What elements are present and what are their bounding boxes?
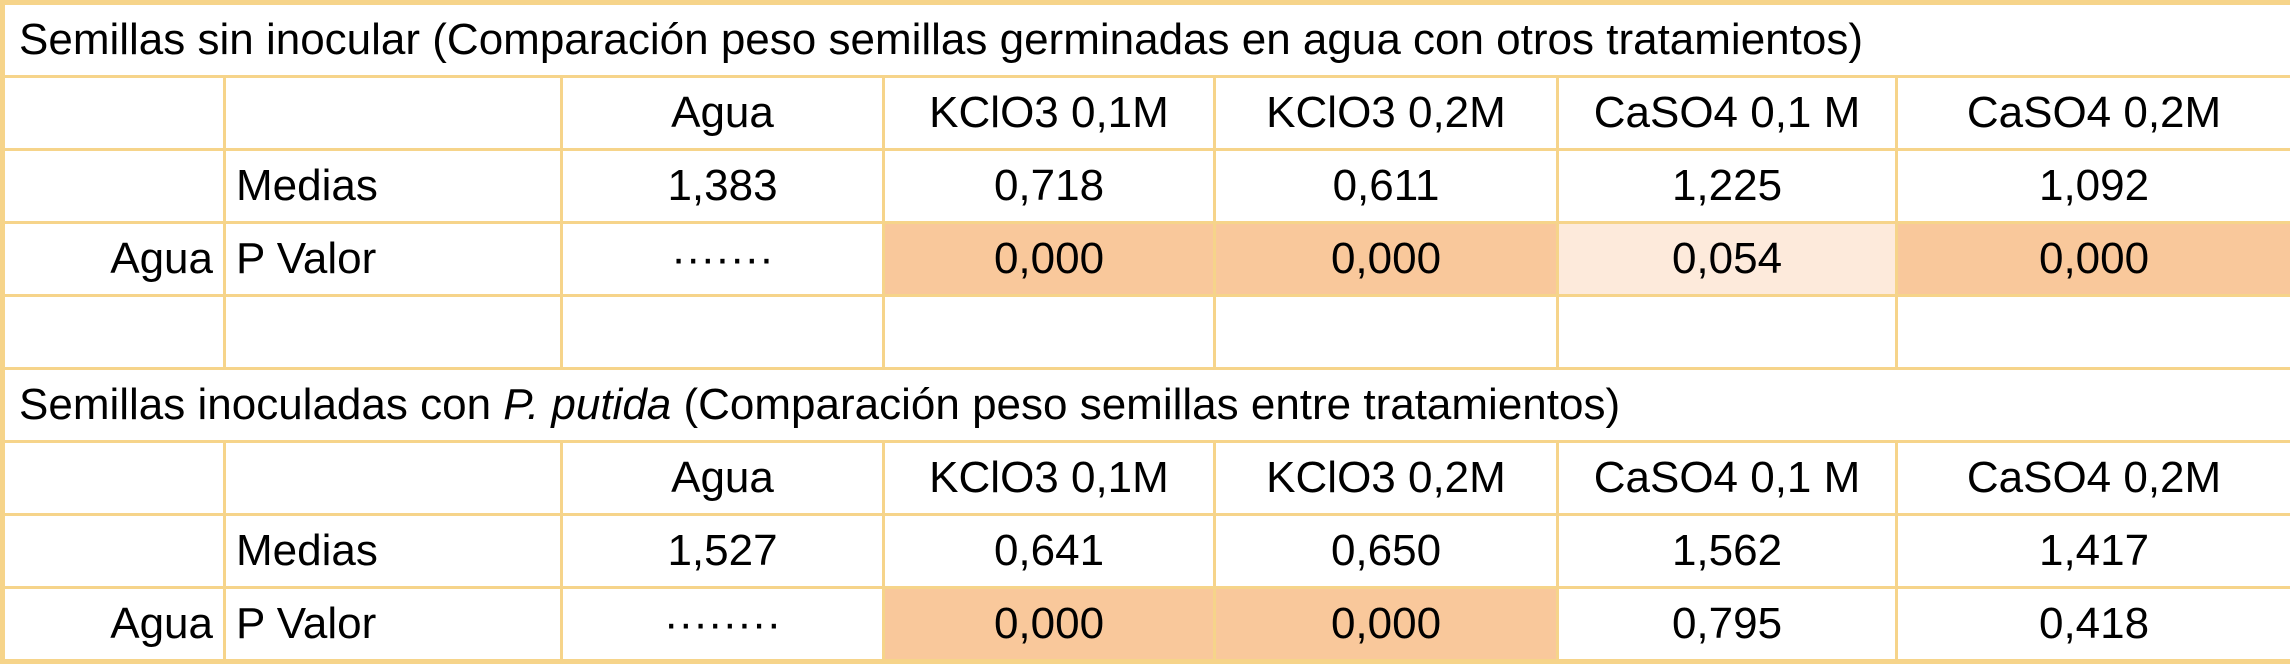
column-header: Agua (562, 77, 884, 150)
title-part: (Comparación peso semillas entre tratami… (671, 380, 1620, 429)
title-part: Semillas inoculadas con (19, 380, 503, 429)
p-value: 0,418 (1897, 588, 2290, 662)
mean-value: 1,562 (1558, 515, 1897, 588)
empty-cell (1558, 296, 1897, 369)
mean-value: 1,092 (1897, 150, 2290, 223)
empty-cell (3, 77, 225, 150)
empty-cell (562, 296, 884, 369)
row-label: Medias (225, 150, 562, 223)
empty-cell (884, 296, 1215, 369)
column-header: CaSO4 0,2M (1897, 77, 2290, 150)
row-label: Medias (225, 515, 562, 588)
row-label: P Valor (225, 588, 562, 662)
column-header: CaSO4 0,1 M (1558, 442, 1897, 515)
column-header: KClO3 0,1M (884, 77, 1215, 150)
p-value: ······· (562, 223, 884, 296)
p-value: 0,000 (1215, 223, 1558, 296)
p-value: 0,795 (1558, 588, 1897, 662)
section-title-row: Semillas sin inocular (Comparación peso … (3, 3, 2290, 77)
title-part: Semillas sin inocular (Comparación peso … (19, 15, 1863, 64)
group-label: Agua (3, 588, 225, 662)
mean-value: 0,611 (1215, 150, 1558, 223)
empty-cell (3, 150, 225, 223)
p-value: ········ (562, 588, 884, 662)
empty-cell (225, 296, 562, 369)
table-body: Semillas sin inocular (Comparación peso … (3, 3, 2290, 662)
column-header: KClO3 0,2M (1215, 77, 1558, 150)
empty-cell (3, 296, 225, 369)
empty-cell (1215, 296, 1558, 369)
section-title: Semillas inoculadas con P. putida (Compa… (3, 369, 2290, 442)
title-part: P. putida (503, 380, 671, 429)
page: Semillas sin inocular (Comparación peso … (0, 0, 2290, 644)
p-value: 0,000 (1897, 223, 2290, 296)
column-header: Agua (562, 442, 884, 515)
p-value: 0,000 (884, 588, 1215, 662)
empty-cell (225, 442, 562, 515)
row-label: P Valor (225, 223, 562, 296)
p-value: 0,054 (1558, 223, 1897, 296)
column-header: CaSO4 0,2M (1897, 442, 2290, 515)
mean-value: 1,225 (1558, 150, 1897, 223)
column-header: KClO3 0,1M (884, 442, 1215, 515)
section-title-row: Semillas inoculadas con P. putida (Compa… (3, 369, 2290, 442)
mean-value: 1,527 (562, 515, 884, 588)
empty-cell (3, 515, 225, 588)
empty-cell (3, 442, 225, 515)
empty-cell (1897, 296, 2290, 369)
empty-cell (225, 77, 562, 150)
column-header: CaSO4 0,1 M (1558, 77, 1897, 150)
column-header: KClO3 0,2M (1215, 442, 1558, 515)
mean-value: 0,650 (1215, 515, 1558, 588)
mean-value: 1,383 (562, 150, 884, 223)
mean-value: 1,417 (1897, 515, 2290, 588)
mean-value: 0,718 (884, 150, 1215, 223)
blank-row (3, 296, 2290, 369)
p-value: 0,000 (884, 223, 1215, 296)
p-value: 0,000 (1215, 588, 1558, 662)
group-label: Agua (3, 223, 225, 296)
mean-value: 0,641 (884, 515, 1215, 588)
section-title: Semillas sin inocular (Comparación peso … (3, 3, 2290, 77)
